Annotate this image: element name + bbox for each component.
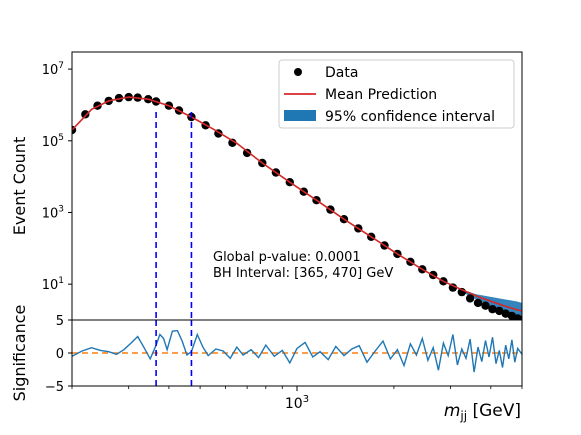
legend-label-mean-prediction: Mean Prediction — [325, 87, 437, 103]
main-panel: 101 103 105 107 Event Count Global p-value:… — [10, 52, 526, 325]
x-axis-label-unit: [GeV] — [472, 401, 521, 421]
annotation-global-p-value: Global p-value: 0.0001 — [213, 250, 361, 265]
main-y-tick-label: 105 — [42, 133, 64, 150]
main-y-tick-label: 103 — [42, 204, 64, 221]
significance-y-tick-label: 5 — [56, 314, 64, 329]
legend-label-data: Data — [325, 65, 358, 81]
main-y-tick-label: 101 — [42, 276, 64, 293]
data-point — [474, 299, 482, 307]
x-tick-label: 103 — [285, 394, 309, 412]
data-point — [466, 294, 474, 302]
main-y-axis-label: Event Count — [10, 137, 29, 235]
data-point — [81, 110, 89, 118]
x-axis-label: mjj [GeV] — [444, 401, 521, 423]
significance-panel: −5 0 5 103 Significance mjj [GeV] — [10, 305, 522, 423]
x-axis-label-subscript: jj — [459, 409, 467, 423]
significance-y-axis-label: Significance — [10, 305, 29, 402]
significance-y-ticks: −5 0 5 — [45, 314, 72, 395]
main-y-ticks: 101 103 105 107 — [42, 61, 72, 293]
annotation-bh-interval: BH Interval: [365, 470] GeV — [213, 266, 393, 281]
legend: Data Mean Prediction 95% confidence inte… — [279, 60, 514, 128]
significance-y-tick-label: −5 — [45, 380, 64, 395]
legend-marker-data — [294, 68, 302, 76]
significance-y-tick-label: 0 — [56, 347, 64, 362]
main-y-tick-label: 107 — [42, 61, 64, 78]
x-axis-label-symbol: m — [444, 401, 461, 421]
legend-label-confidence-interval: 95% confidence interval — [325, 109, 495, 125]
legend-marker-confidence-interval — [284, 110, 316, 121]
